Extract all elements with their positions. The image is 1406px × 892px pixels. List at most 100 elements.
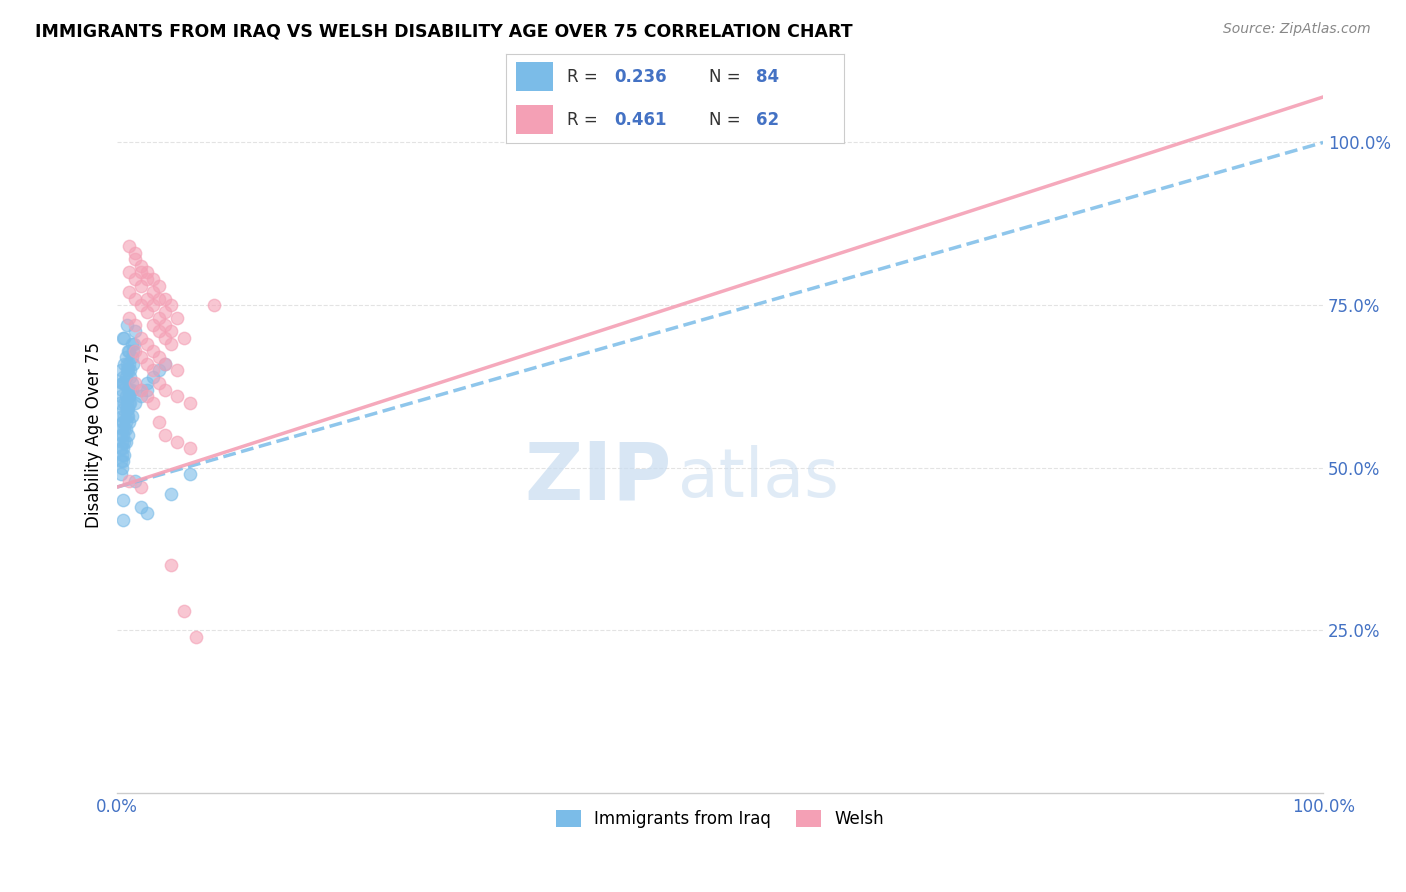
Point [111, 376, 134, 390]
Point [136, 272, 159, 286]
Text: 84: 84 [756, 68, 779, 86]
Point [111, 448, 134, 462]
Point [166, 434, 188, 449]
Point [118, 389, 141, 403]
Point [121, 337, 143, 351]
Point [142, 272, 165, 286]
Point [124, 318, 146, 332]
Point [155, 330, 177, 344]
Point [136, 376, 159, 390]
Point [117, 409, 139, 423]
Point [148, 311, 170, 326]
Point [124, 474, 146, 488]
Point [155, 383, 177, 397]
Point [110, 389, 132, 403]
Point [166, 363, 188, 377]
Point [108, 395, 131, 409]
Text: R =: R = [567, 111, 603, 128]
Point [120, 395, 142, 409]
Point [121, 383, 143, 397]
Point [155, 292, 177, 306]
Text: R =: R = [567, 68, 603, 86]
Point [110, 428, 132, 442]
Point [160, 324, 183, 338]
Point [112, 409, 135, 423]
Point [136, 304, 159, 318]
Point [112, 512, 135, 526]
Point [136, 357, 159, 371]
Point [112, 369, 135, 384]
Point [114, 350, 136, 364]
Point [136, 506, 159, 520]
Text: 0.461: 0.461 [614, 111, 666, 128]
Point [124, 292, 146, 306]
Point [118, 474, 141, 488]
Point [115, 363, 138, 377]
Point [112, 357, 135, 371]
Text: atlas: atlas [678, 445, 839, 511]
Point [124, 272, 146, 286]
Point [120, 363, 142, 377]
Point [118, 343, 141, 358]
Point [142, 318, 165, 332]
Point [142, 298, 165, 312]
Point [118, 415, 141, 429]
Point [124, 252, 146, 267]
Point [173, 604, 195, 618]
Point [110, 467, 132, 481]
Point [118, 389, 141, 403]
Point [124, 376, 146, 390]
Point [131, 350, 153, 364]
Point [114, 415, 136, 429]
Point [110, 454, 132, 468]
Point [112, 330, 135, 344]
Point [121, 350, 143, 364]
Point [114, 369, 136, 384]
Point [117, 383, 139, 397]
Point [173, 330, 195, 344]
Point [131, 383, 153, 397]
Text: 0.236: 0.236 [614, 68, 666, 86]
Point [112, 493, 135, 508]
Point [142, 343, 165, 358]
Point [179, 441, 201, 455]
Point [148, 350, 170, 364]
Point [166, 389, 188, 403]
Point [124, 395, 146, 409]
Point [112, 376, 135, 390]
Point [111, 421, 134, 435]
Point [118, 265, 141, 279]
Point [131, 259, 153, 273]
Point [112, 395, 135, 409]
Point [115, 409, 138, 423]
Point [124, 246, 146, 260]
Text: ZIP: ZIP [524, 439, 672, 517]
Point [124, 324, 146, 338]
Point [155, 428, 177, 442]
Point [112, 402, 135, 417]
Point [136, 383, 159, 397]
Point [118, 395, 141, 409]
Point [179, 467, 201, 481]
Point [184, 630, 207, 644]
Point [148, 415, 170, 429]
Point [118, 311, 141, 326]
Point [112, 434, 135, 449]
Point [160, 298, 183, 312]
Point [110, 363, 132, 377]
Point [160, 337, 183, 351]
Point [155, 304, 177, 318]
Point [120, 369, 142, 384]
Point [111, 409, 134, 423]
Point [114, 389, 136, 403]
Point [155, 357, 177, 371]
Point [117, 402, 139, 417]
Point [112, 415, 135, 429]
Text: N =: N = [709, 111, 745, 128]
Bar [516, 105, 554, 134]
Point [117, 343, 139, 358]
Point [142, 369, 165, 384]
Point [148, 376, 170, 390]
Point [142, 285, 165, 299]
Bar [516, 62, 554, 91]
